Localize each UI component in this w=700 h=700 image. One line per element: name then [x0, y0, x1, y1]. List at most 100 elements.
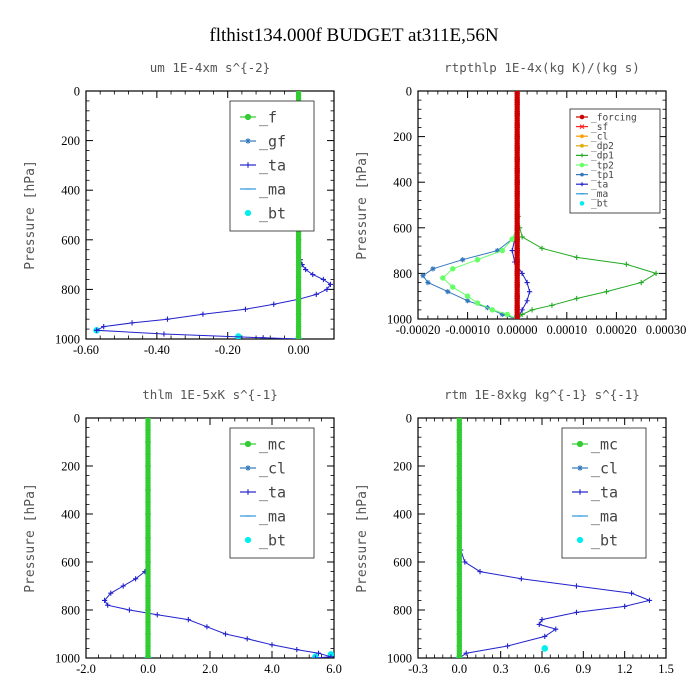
x-tick-label: -0.20 — [215, 343, 241, 357]
y-tick-label: 600 — [61, 556, 80, 570]
legend-label: _ta — [259, 156, 286, 174]
series-point — [269, 642, 275, 648]
series-point — [450, 266, 456, 272]
series-point — [518, 576, 524, 582]
series-point — [244, 636, 250, 642]
series-point — [509, 236, 515, 242]
y-tick-label: 600 — [61, 233, 80, 247]
legend-label: _tp2 — [591, 160, 614, 171]
x-tick-label: -2.0 — [76, 662, 96, 676]
chart-panel-3: thlm 1E-5xK s^{-1} Pressure [hPa] 0 200 400 6… — [23, 387, 342, 676]
series-point — [519, 311, 525, 318]
y-axis-label: Pressure [hPa] — [355, 150, 370, 260]
series-point — [573, 609, 580, 615]
chart-panel-4: rtm 1E-8xkg kg^{-1} s^{-1} Pressure [hPa]… — [355, 387, 674, 676]
series-point — [504, 311, 510, 318]
series-point — [509, 248, 515, 254]
legend-label: _ta — [591, 483, 618, 501]
series-point — [145, 655, 151, 658]
legend-label: _bt — [259, 204, 286, 222]
series-point — [303, 266, 309, 273]
series-point — [519, 234, 525, 240]
legend-marker — [580, 143, 584, 148]
legend-label: _gf — [259, 132, 286, 150]
legend-marker — [579, 124, 585, 129]
series-point — [514, 316, 520, 319]
series-point — [539, 245, 545, 251]
series-point — [499, 247, 506, 254]
series-point — [129, 320, 135, 326]
series-point — [462, 559, 468, 565]
series-point — [622, 603, 628, 609]
series-point — [477, 569, 483, 575]
series-point — [242, 306, 249, 312]
plot-area — [102, 418, 334, 658]
x-tick-label: 1.5 — [658, 662, 674, 676]
legend: _f _gf _ta _ma _bt — [229, 100, 315, 232]
legend-label: _bt — [591, 531, 618, 549]
legend-label: _bt — [591, 199, 608, 210]
x-tick-label: 0.00030 — [646, 323, 687, 337]
x-tick-label: 0.6 — [534, 662, 550, 676]
y-tick-label: 800 — [61, 283, 80, 297]
series-point — [474, 257, 481, 263]
x-tick-label: 4.0 — [264, 662, 280, 676]
y-axis-label: Pressure [hPa] — [355, 483, 370, 593]
legend-label: _cl — [591, 459, 618, 477]
y-tick-label: 600 — [393, 556, 412, 570]
x-tick-label: -0.60 — [73, 343, 99, 357]
series-point — [653, 270, 659, 276]
series-point — [310, 271, 316, 278]
y-tick-label: 800 — [393, 604, 412, 618]
legend-marker — [576, 440, 584, 448]
series-point — [430, 266, 436, 272]
legend-marker — [580, 172, 584, 177]
series-point — [260, 335, 266, 339]
series-point — [312, 655, 318, 658]
series-point — [204, 624, 210, 630]
x-tick-label: 2.0 — [202, 662, 218, 676]
series-point — [529, 307, 535, 313]
series-point — [541, 645, 549, 652]
series-point — [120, 583, 126, 589]
series-point — [623, 261, 629, 267]
legend-label: _ma — [591, 507, 618, 525]
legend-box — [561, 427, 647, 559]
series-point — [295, 336, 302, 339]
legend-label: _mc — [259, 435, 286, 453]
series-point — [450, 284, 456, 290]
series-point — [524, 279, 530, 286]
legend-label: _mc — [591, 435, 618, 453]
series-point — [628, 590, 635, 596]
legend: _mc _cl _ta _ma _bt — [229, 427, 315, 559]
series-point — [133, 576, 139, 582]
legend-marker — [245, 465, 251, 471]
y-tick-label: 200 — [61, 460, 80, 474]
series-point — [327, 281, 334, 288]
chart-panel-2: rtpthlp 1E-4x(kg K)/(kg s) Pressure [hPa]… — [355, 60, 686, 337]
y-tick-label: 1000 — [55, 652, 80, 666]
legend-marker — [580, 153, 584, 158]
series-point — [603, 289, 610, 295]
y-tick-label: 200 — [61, 134, 80, 148]
panel-title: um 1E-4xm s^{-2} — [150, 60, 270, 75]
series-point — [328, 654, 334, 658]
legend-box — [229, 100, 315, 232]
y-axis-label: Pressure [hPa] — [23, 483, 38, 593]
x-tick-label: 0.00020 — [596, 323, 637, 337]
legend-marker — [576, 536, 584, 544]
series-point — [646, 597, 653, 603]
series-point — [271, 301, 277, 307]
figure-title: flthist134.000f BUDGET at311E,56N — [209, 25, 498, 46]
panel-title: thlm 1E-5xK s^{-1} — [142, 387, 277, 402]
x-tick-label: -0.40 — [144, 343, 170, 357]
legend-marker — [579, 162, 585, 168]
series-point — [524, 298, 530, 304]
series-point — [499, 311, 505, 318]
legend-label: _ma — [259, 180, 286, 198]
legend-label: _ta — [259, 483, 286, 501]
x-tick-label: 0.0 — [140, 662, 156, 676]
series-point — [445, 289, 451, 295]
y-tick-label: 1000 — [387, 652, 412, 666]
x-tick-label: -0.00010 — [445, 323, 490, 337]
